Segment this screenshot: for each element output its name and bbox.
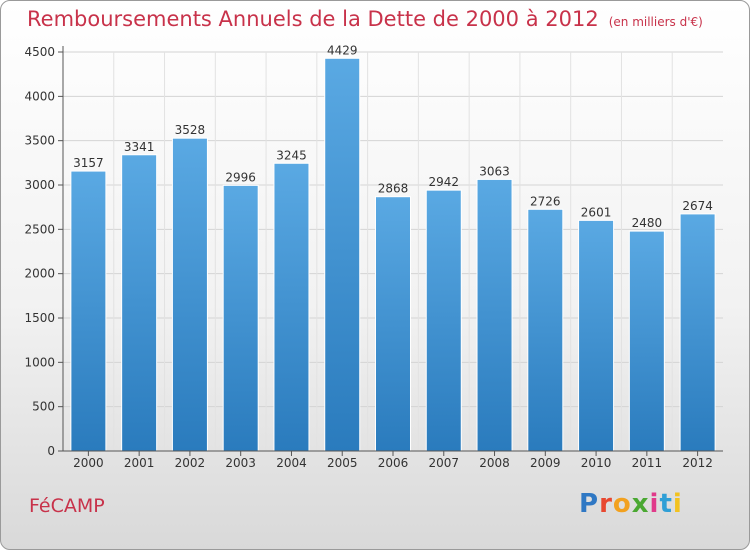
bar[interactable]	[70, 170, 107, 452]
bar[interactable]	[628, 230, 665, 452]
bar[interactable]	[476, 178, 513, 452]
y-tick-label: 4000	[24, 89, 55, 103]
bar-value-label: 2726	[530, 194, 561, 208]
bar-value-label: 3528	[175, 123, 206, 137]
logo-letter: x	[631, 489, 650, 519]
x-tick-label: 2001	[124, 456, 155, 470]
y-tick-label: 3500	[24, 134, 55, 148]
x-tick-label: 2004	[276, 456, 307, 470]
y-tick-label: 500	[32, 400, 55, 414]
x-tick-label: 2008	[479, 456, 510, 470]
bar[interactable]	[527, 208, 564, 452]
y-tick-label: 3000	[24, 178, 55, 192]
bar[interactable]	[121, 154, 158, 452]
bar[interactable]	[679, 213, 716, 452]
bar[interactable]	[222, 184, 259, 452]
y-tick-label: 2500	[24, 222, 55, 236]
y-tick-label: 4500	[24, 45, 55, 59]
bar-value-label: 2868	[378, 182, 409, 196]
label-layer: 3157 3341 3528 2996 3245 4429 2868 2942 3063 2726…	[73, 43, 713, 230]
bar-layer	[70, 57, 716, 452]
bar-value-label: 3157	[73, 156, 104, 170]
bar[interactable]	[578, 219, 615, 452]
bar-value-label: 3341	[124, 140, 155, 154]
bar[interactable]	[273, 162, 310, 452]
x-tick-label: 2006	[378, 456, 409, 470]
logo-letter: t	[659, 489, 673, 519]
x-tick-label: 2007	[428, 456, 459, 470]
bar[interactable]	[171, 137, 208, 452]
bar-value-label: 3245	[276, 148, 307, 162]
logo-letter: r	[599, 489, 613, 519]
city-name: FéCAMP	[29, 495, 105, 517]
logo-letter: i	[649, 489, 660, 519]
bar[interactable]	[324, 57, 361, 452]
x-tick-label: 2002	[175, 456, 206, 470]
bar-value-label: 2674	[682, 199, 713, 213]
x-tick-label: 2005	[327, 456, 358, 470]
y-tick-label: 1000	[24, 355, 55, 369]
bar-value-label: 2996	[225, 170, 256, 184]
bar-value-label: 3063	[479, 164, 510, 178]
x-tick-label: 2012	[682, 456, 713, 470]
bar-value-label: 4429	[327, 43, 358, 57]
axis-layer: 0 500 1000 1500 2000 2500 3000 3500 4000 4500 2000…	[24, 45, 723, 470]
bar-value-label: 2601	[581, 205, 612, 219]
x-tick-label: 2010	[581, 456, 612, 470]
bar[interactable]	[425, 189, 462, 452]
y-tick-label: 2000	[24, 267, 55, 281]
y-tick-label: 1500	[24, 311, 55, 325]
bar-value-label: 2480	[632, 216, 663, 230]
x-tick-label: 2003	[225, 456, 256, 470]
x-tick-label: 2009	[530, 456, 561, 470]
logo-letter: P	[579, 489, 600, 519]
proxiti-logo[interactable]: Proxiti	[579, 489, 683, 519]
bar-value-label: 2942	[428, 175, 459, 189]
chart-title: Remboursements Annuels de la Dette de 20…	[27, 7, 703, 31]
y-tick-label: 0	[47, 444, 55, 458]
x-tick-label: 2011	[632, 456, 663, 470]
chart-subtitle: (en milliers d'€)	[608, 15, 703, 29]
chart-title-text: Remboursements Annuels de la Dette de 20…	[27, 7, 599, 31]
bar[interactable]	[375, 196, 411, 452]
x-tick-label: 2000	[73, 456, 104, 470]
logo-letter: o	[612, 489, 632, 519]
logo-letter: i	[672, 489, 683, 519]
